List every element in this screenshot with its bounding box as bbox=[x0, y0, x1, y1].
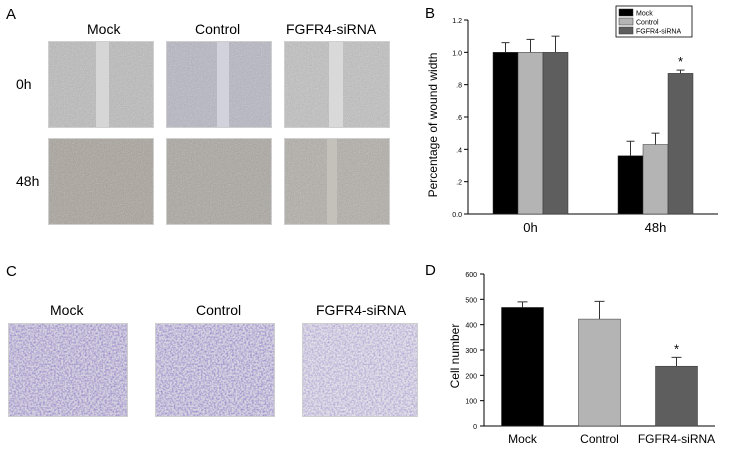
chart-d-ytick-label: 500 bbox=[465, 297, 477, 304]
chart-d-ytick-label: 600 bbox=[465, 272, 477, 279]
micrograph-fgfr4-48h bbox=[284, 138, 390, 225]
chart-b-ylabel: Percentage of wound width bbox=[426, 53, 440, 198]
chart-d-ytick-label: 300 bbox=[465, 348, 477, 355]
chart-b-ytick-label: .4 bbox=[456, 147, 462, 154]
chart-d-ytick-label: 100 bbox=[465, 399, 477, 406]
panel-c-col-fgfr4: FGFR4-siRNA bbox=[316, 302, 407, 318]
transwell-image-mock bbox=[8, 323, 128, 417]
chart-d-bar bbox=[578, 318, 621, 427]
chart-b-xtick-label: 0h bbox=[523, 220, 537, 235]
panel-a-col-mock: Mock bbox=[87, 21, 121, 37]
panel-label-b: B bbox=[425, 5, 436, 22]
chart-d-xtick-label: Mock bbox=[508, 432, 538, 446]
chart-b-legend-swatch bbox=[618, 17, 634, 26]
chart-b-bar bbox=[517, 52, 544, 215]
panel-a-col-control: Control bbox=[195, 21, 241, 37]
wound-width-chart: Percentage of wound width 0.0 .2 .4 .6 .8 1.0… bbox=[426, 5, 718, 235]
panel-label-c: C bbox=[6, 263, 17, 280]
chart-b-legend-label: FGFR4-siRNA bbox=[636, 29, 681, 36]
chart-b-legend-swatch bbox=[618, 26, 634, 35]
chart-b-bar bbox=[642, 144, 669, 215]
chart-d-ytick-label: 400 bbox=[465, 323, 477, 330]
panel-a-row-48h: 48h bbox=[16, 173, 40, 189]
chart-b-ytick-label: 1.0 bbox=[452, 50, 462, 57]
micrograph-control-48h bbox=[166, 138, 272, 225]
panel-c-col-mock: Mock bbox=[50, 302, 84, 318]
panel-label-a: A bbox=[6, 6, 17, 23]
chart-b-legend-swatch bbox=[618, 8, 634, 17]
transwell-image-control bbox=[155, 323, 275, 417]
panel-c-col-control: Control bbox=[196, 302, 242, 318]
cell-number-chart: Cell number 0 100 200 300 400 500 600 Mock Contr… bbox=[448, 272, 715, 446]
chart-b-ytick-label: 0.0 bbox=[452, 212, 462, 219]
transwell-image-fgfr4 bbox=[302, 323, 418, 417]
chart-b-bar bbox=[492, 52, 519, 215]
panel-a-col-fgfr4: FGFR4-siRNA bbox=[286, 21, 377, 37]
chart-d-xtick-label: Control bbox=[580, 432, 619, 446]
chart-d-ytick-label: 200 bbox=[465, 373, 477, 380]
chart-d-ylabel: Cell number bbox=[448, 324, 462, 389]
chart-b-legend-label: Mock bbox=[636, 11, 653, 18]
micrograph-mock-48h bbox=[48, 138, 154, 225]
chart-b-ytick-label: .8 bbox=[456, 83, 462, 90]
panel-label-d: D bbox=[425, 262, 436, 279]
chart-b-ytick-label: .2 bbox=[456, 180, 462, 187]
micrograph-mock-0h bbox=[48, 41, 154, 128]
panel-a-row-0h: 0h bbox=[16, 76, 32, 92]
micrograph-control-0h bbox=[166, 41, 272, 128]
chart-b-ytick-label: .6 bbox=[456, 115, 462, 122]
chart-b-significance: * bbox=[678, 54, 683, 69]
chart-b-bar bbox=[542, 52, 569, 215]
chart-d-ytick-label: 0 bbox=[473, 424, 477, 431]
chart-b-bar bbox=[667, 73, 694, 215]
micrograph-fgfr4-0h bbox=[284, 41, 390, 128]
chart-d-xtick-label: FGFR4-siRNA bbox=[638, 432, 715, 446]
chart-b-legend-label: Control bbox=[636, 20, 659, 27]
chart-b-bar bbox=[617, 155, 644, 215]
chart-d-bar bbox=[655, 365, 698, 427]
chart-d-significance: * bbox=[674, 341, 679, 356]
chart-b-xtick-label: 48h bbox=[645, 220, 667, 235]
chart-d-bar bbox=[501, 307, 544, 427]
chart-b-ytick-label: 1.2 bbox=[452, 18, 462, 25]
